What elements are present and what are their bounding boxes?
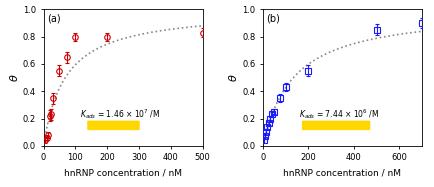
Y-axis label: θ: θ — [229, 74, 239, 81]
FancyBboxPatch shape — [87, 121, 139, 130]
X-axis label: hnRNP concentration / nM: hnRNP concentration / nM — [283, 168, 401, 177]
Text: (a): (a) — [46, 13, 60, 23]
Y-axis label: θ: θ — [10, 74, 20, 81]
Text: $K_{ads}$ = 1.46 × 10$^7$ /M: $K_{ads}$ = 1.46 × 10$^7$ /M — [79, 107, 160, 121]
Text: (b): (b) — [266, 13, 279, 23]
X-axis label: hnRNP concentration / nM: hnRNP concentration / nM — [64, 168, 181, 177]
Text: $K_{ads}$ = 7.44 × 10$^6$ /M: $K_{ads}$ = 7.44 × 10$^6$ /M — [298, 107, 378, 121]
FancyBboxPatch shape — [301, 121, 369, 130]
